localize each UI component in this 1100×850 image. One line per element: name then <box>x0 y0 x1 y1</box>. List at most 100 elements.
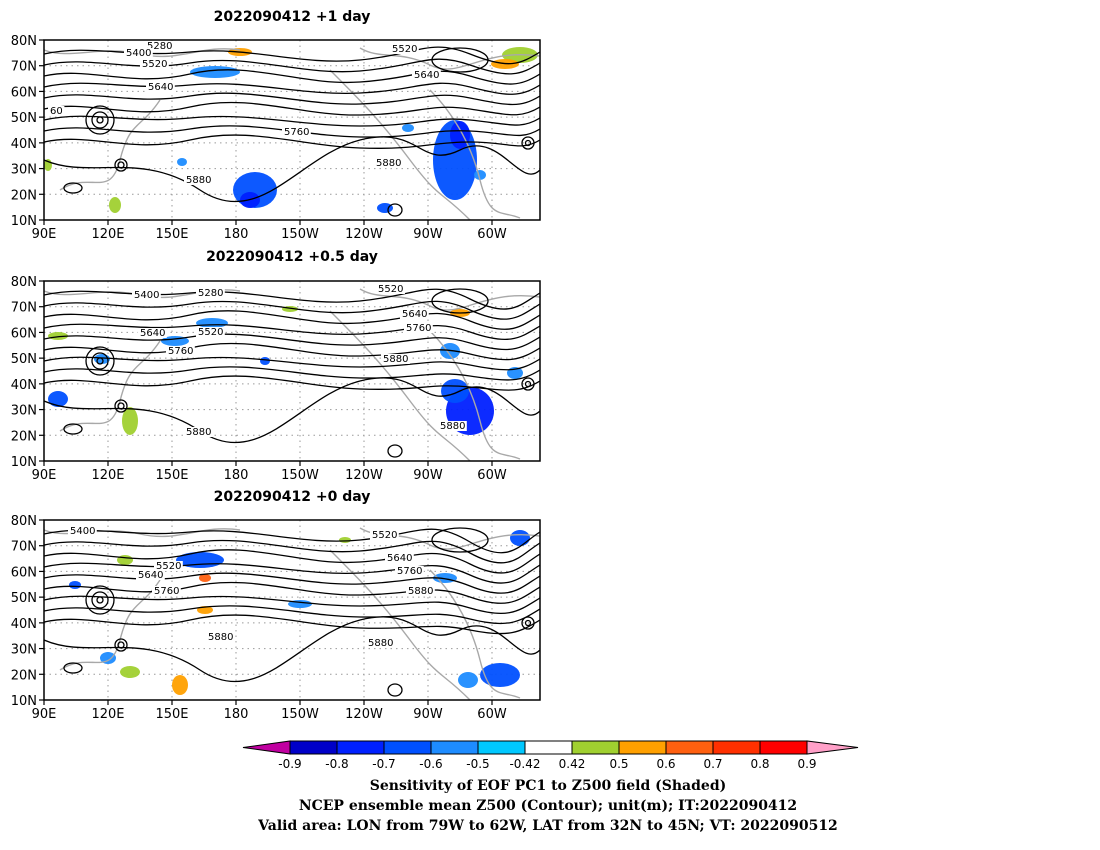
lat-tick-label: 80N <box>11 34 37 49</box>
colorbar-segment <box>618 740 667 755</box>
lat-tick-label: 20N <box>11 668 37 683</box>
closed-contour <box>63 662 83 674</box>
lat-tick-label: 50N <box>11 352 37 367</box>
contour-label: 5760 <box>397 566 422 577</box>
contour-label-bg <box>145 41 174 51</box>
contour-label-bg <box>412 70 441 80</box>
colorbar-segment <box>665 740 714 755</box>
z500-contour-line <box>44 125 540 138</box>
shaded-region <box>100 652 116 664</box>
contour-label: 5880 <box>368 638 393 649</box>
lon-tick-label: 60W <box>477 707 507 722</box>
low-center <box>85 105 115 135</box>
caption-line1: Sensitivity of EOF PC1 to Z500 field (Sh… <box>370 778 726 794</box>
contour-label-bg <box>152 586 181 596</box>
lon-tick-label: 180 <box>224 707 249 722</box>
lat-tick-label: 20N <box>11 188 37 203</box>
colorbar-segment <box>430 740 479 755</box>
colorbar-label: -0.5 <box>466 757 489 771</box>
coastline <box>329 69 471 220</box>
shaded-region <box>122 407 138 435</box>
lon-tick-label: 120W <box>345 227 383 242</box>
closed-contour <box>63 423 83 435</box>
colorbar-label: 0.42 <box>559 757 586 771</box>
low-center <box>85 585 115 615</box>
colorbar-segment <box>712 740 761 755</box>
z500-contours <box>44 288 540 458</box>
contour-label: 5880 <box>186 427 211 438</box>
coastline <box>329 549 471 700</box>
colorbar-segment <box>759 740 808 755</box>
low-center <box>91 111 109 129</box>
shaded-region <box>402 124 414 132</box>
map-content <box>44 40 540 220</box>
z500-contour-line <box>44 342 540 361</box>
contour-label-bg <box>282 127 311 137</box>
contour-label: 5880 <box>208 632 233 643</box>
shaded-region <box>109 197 121 213</box>
contour-label: 5880 <box>440 421 465 432</box>
shaded-region <box>199 574 211 582</box>
z500-contour-line <box>44 605 540 625</box>
lon-tick-label: 90W <box>413 468 443 483</box>
z500-contour-5880 <box>44 616 540 683</box>
z500-contour-line <box>44 528 540 554</box>
z500-contour-line <box>44 356 540 371</box>
lat-tick-label: 70N <box>11 301 37 316</box>
contour-label: 5400 <box>126 48 151 59</box>
lon-tick-label: 90W <box>413 227 443 242</box>
lat-tick-label: 30N <box>11 163 37 178</box>
contour-label: 5280 <box>147 41 172 52</box>
contour-label-bg <box>400 309 429 319</box>
colorbar-segment <box>289 740 338 755</box>
shaded-region <box>120 666 140 678</box>
contour-label: 5520 <box>378 284 403 295</box>
colorbar-segment <box>336 740 385 755</box>
lat-tick-label: 60N <box>11 85 37 100</box>
contour-label-bg <box>395 566 424 576</box>
contour-label-bg <box>381 354 410 364</box>
closed-contour <box>387 203 403 217</box>
high-center <box>521 377 535 391</box>
contour-label-bg <box>132 290 161 300</box>
contour-label-bg <box>376 284 405 294</box>
shaded-region <box>177 158 187 166</box>
high-center <box>524 139 532 147</box>
z500-contour-line <box>44 69 540 85</box>
lon-tick-label: 150E <box>155 707 188 722</box>
panel-title: 2022090412 +0.5 day <box>206 249 378 265</box>
shaded-region <box>117 555 133 565</box>
lat-tick-label: 50N <box>11 591 37 606</box>
lon-tick-label: 180 <box>224 468 249 483</box>
z500-contour-line <box>44 333 540 351</box>
z500-contour-line <box>44 375 540 391</box>
z500-contour-5880 <box>44 377 540 444</box>
contour-label-bg <box>390 44 419 54</box>
colorbar-segment <box>477 740 526 755</box>
lat-tick-label: 30N <box>11 404 37 419</box>
contour-label-bg <box>138 328 167 338</box>
typhoon-center <box>114 158 128 172</box>
low-center <box>96 116 104 124</box>
lat-tick-label: 10N <box>11 455 37 470</box>
shaded-region <box>377 203 393 213</box>
z500-contour-line <box>44 101 540 116</box>
caption-line3: Valid area: LON from 79W to 62W, LAT fro… <box>257 818 838 834</box>
contour-label: 60 <box>50 106 63 117</box>
lat-tick-label: 40N <box>11 617 37 632</box>
z500-contour-line <box>44 92 540 106</box>
lon-tick-label: 90E <box>32 707 57 722</box>
coastline <box>329 310 471 461</box>
lon-tick-label: 60W <box>477 468 507 483</box>
lon-tick-label: 90E <box>32 468 57 483</box>
colorbar-label: -0.8 <box>325 757 348 771</box>
typhoon-center <box>117 402 125 410</box>
lat-tick-label: 80N <box>11 514 37 529</box>
colorbar-label: -0.9 <box>278 757 301 771</box>
colorbar-label: -0.7 <box>372 757 395 771</box>
shaded-region <box>480 663 520 687</box>
map-frame <box>43 280 541 462</box>
map-frame <box>43 519 541 701</box>
contour-label-bg <box>154 561 183 571</box>
